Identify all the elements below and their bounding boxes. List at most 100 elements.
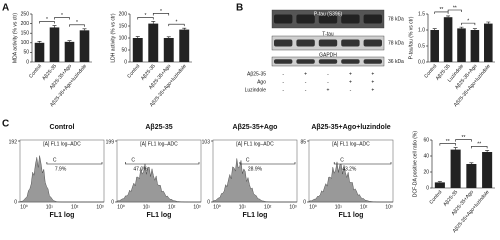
treatment-sign: +	[371, 79, 374, 85]
treatment-label: Aβ25-35	[247, 71, 266, 77]
x-tick-label: 10⁰	[117, 204, 125, 210]
flow-x-label: FL1 log	[339, 212, 364, 219]
y-tick-label: 1.0	[418, 27, 425, 33]
y-tick-label: 0	[14, 199, 17, 205]
x-tick-label: 10³	[385, 204, 393, 210]
bar	[79, 30, 90, 62]
error-bar	[166, 36, 171, 38]
significance-label: **	[439, 7, 443, 13]
flow-gate-label: C	[131, 157, 135, 163]
error-bar	[453, 147, 458, 150]
bar	[484, 23, 493, 63]
blot-band	[296, 14, 315, 24]
flow-header: [A] FL1 log–ADC	[43, 141, 81, 147]
significance-bracket	[168, 23, 185, 27]
bar	[434, 182, 445, 188]
error-bar	[37, 40, 42, 43]
blot-band	[274, 59, 293, 64]
treatment-sign: +	[327, 87, 330, 93]
y-axis-label: MDA activity (% vs ctr)	[12, 13, 18, 63]
significance-label: *	[46, 17, 48, 23]
error-bar	[459, 26, 464, 29]
bar	[148, 23, 159, 63]
flow-gate	[125, 162, 200, 165]
error-bar	[437, 181, 442, 183]
flow-x-label: FL1 log	[50, 212, 75, 219]
y-tick-label: 0	[26, 59, 29, 65]
bar	[34, 42, 45, 62]
bar	[457, 28, 466, 62]
x-tick-label: 10⁰	[213, 204, 221, 210]
x-tick-label: 10²	[264, 204, 272, 210]
y-tick-label: 0	[426, 185, 429, 191]
bar	[179, 29, 190, 63]
error-bar	[469, 162, 474, 164]
significance-label: **	[453, 5, 457, 11]
y-tick-label: 85	[300, 139, 306, 145]
treatment-sign: -	[305, 87, 307, 93]
error-bar	[446, 15, 451, 18]
significance-bracket	[455, 139, 472, 142]
y-tick-label: 199	[106, 139, 115, 145]
blot-band	[296, 59, 315, 64]
flow-gate	[333, 162, 392, 165]
error-bar	[472, 28, 477, 30]
flow-percent: 47.0%	[133, 166, 148, 172]
blot-band	[363, 14, 382, 24]
treatment-sign: +	[371, 87, 374, 93]
blot-kda-label: 78 kDa	[388, 16, 404, 22]
significance-bracket	[152, 13, 170, 16]
bar	[443, 17, 453, 62]
blot-band	[318, 39, 338, 47]
treatment-sign: -	[305, 79, 307, 85]
panel-label: C	[2, 119, 9, 130]
error-bar	[52, 25, 57, 28]
y-tick-label: 50	[121, 47, 127, 53]
bar	[163, 38, 174, 62]
significance-label: *	[76, 20, 78, 26]
error-bar	[67, 40, 72, 42]
error-bar	[182, 27, 187, 30]
blot-band	[363, 59, 382, 64]
significance-bracket	[54, 17, 70, 20]
significance-bracket	[434, 11, 449, 14]
flow-x-label: FL1 log	[147, 212, 172, 219]
y-tick-label: 150	[119, 23, 128, 29]
significance-label: **	[477, 142, 481, 148]
error-bar	[432, 28, 437, 30]
panel-label: B	[236, 3, 243, 14]
blot-band	[296, 39, 315, 47]
x-tick-label: 10³	[96, 204, 104, 210]
blot-band	[274, 39, 293, 47]
y-tick-label: 60	[423, 137, 429, 143]
y-tick-label: 1.5	[418, 11, 425, 17]
bar	[470, 30, 480, 62]
flow-percent: 7.9%	[55, 166, 67, 172]
y-tick-label: 0.5	[418, 43, 425, 49]
bar	[49, 27, 60, 62]
y-tick-label: 200	[21, 21, 30, 27]
bar	[64, 41, 75, 62]
blot-band	[318, 59, 338, 64]
x-tick-label: Control	[428, 189, 443, 205]
flow-histogram	[212, 158, 297, 203]
blot-row-label: T-tau	[322, 31, 334, 37]
x-tick-label: 10²	[360, 204, 368, 210]
treatment-sign: -	[327, 71, 329, 77]
treatment-sign: +	[371, 71, 374, 77]
significance-label: *	[160, 9, 162, 15]
flow-gate	[239, 162, 296, 165]
y-tick-label: 103	[202, 139, 211, 145]
treatment-label: Ago	[257, 79, 266, 85]
flow-histogram	[19, 155, 104, 203]
flow-title: Control	[50, 124, 75, 131]
treatment-sign: -	[282, 87, 284, 93]
y-tick-label: 100	[119, 35, 128, 41]
flow-percent: 28.9%	[248, 166, 263, 172]
y-axis-label: LDH activity (% vs ctr)	[110, 13, 116, 63]
x-tick-label: 10³	[289, 204, 297, 210]
flow-gate-label: C	[340, 157, 344, 163]
flow-gate-label: C	[246, 157, 250, 163]
treatment-sign: +	[304, 71, 307, 77]
